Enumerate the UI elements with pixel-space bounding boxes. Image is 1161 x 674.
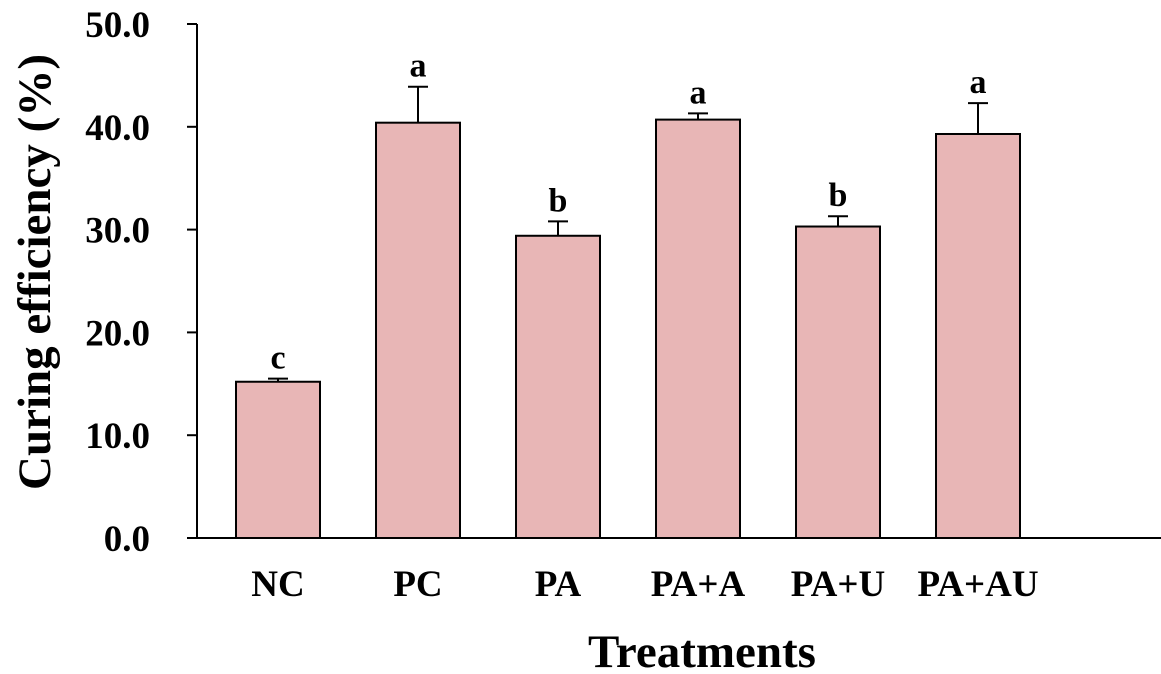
bar-nc	[235, 380, 321, 539]
x-tick-label: PA+AU	[917, 564, 1038, 605]
bar-pa-plus-au	[935, 132, 1021, 539]
y-tick-label: 30.0	[85, 211, 150, 252]
y-axis-title: Curing efficiency (%)	[9, 54, 61, 490]
x-tick-label: PA+U	[791, 564, 885, 605]
bar-pc	[375, 121, 461, 540]
significance-label: b	[829, 177, 848, 214]
x-axis-title: Treatments	[588, 626, 816, 674]
bar-pa-plus-u	[795, 225, 881, 540]
significance-label: a	[410, 48, 427, 85]
significance-label: a	[970, 64, 987, 101]
axes-layer: NC PC PA PA+A PA+U PA+AU 0.0 10.0 20.0 30.0 40.0 50…	[85, 5, 1161, 605]
bar-pa-plus-a	[655, 118, 741, 539]
bars-layer: c a b a b a	[235, 48, 1021, 540]
x-tick-label: PA+A	[651, 564, 746, 605]
significance-label: a	[690, 74, 707, 111]
x-tick-label: PC	[393, 564, 442, 605]
significance-label: c	[270, 340, 285, 377]
y-tick-label: 50.0	[85, 5, 150, 46]
y-tick-label: 0.0	[104, 519, 150, 560]
y-tick-label: 40.0	[85, 108, 150, 149]
y-tick-label: 10.0	[85, 416, 150, 457]
y-tick-label: 20.0	[85, 313, 150, 354]
x-tick-label: PA	[535, 564, 582, 605]
significance-label: b	[549, 182, 568, 219]
bar-pa	[515, 234, 601, 539]
x-tick-label: NC	[251, 564, 304, 605]
